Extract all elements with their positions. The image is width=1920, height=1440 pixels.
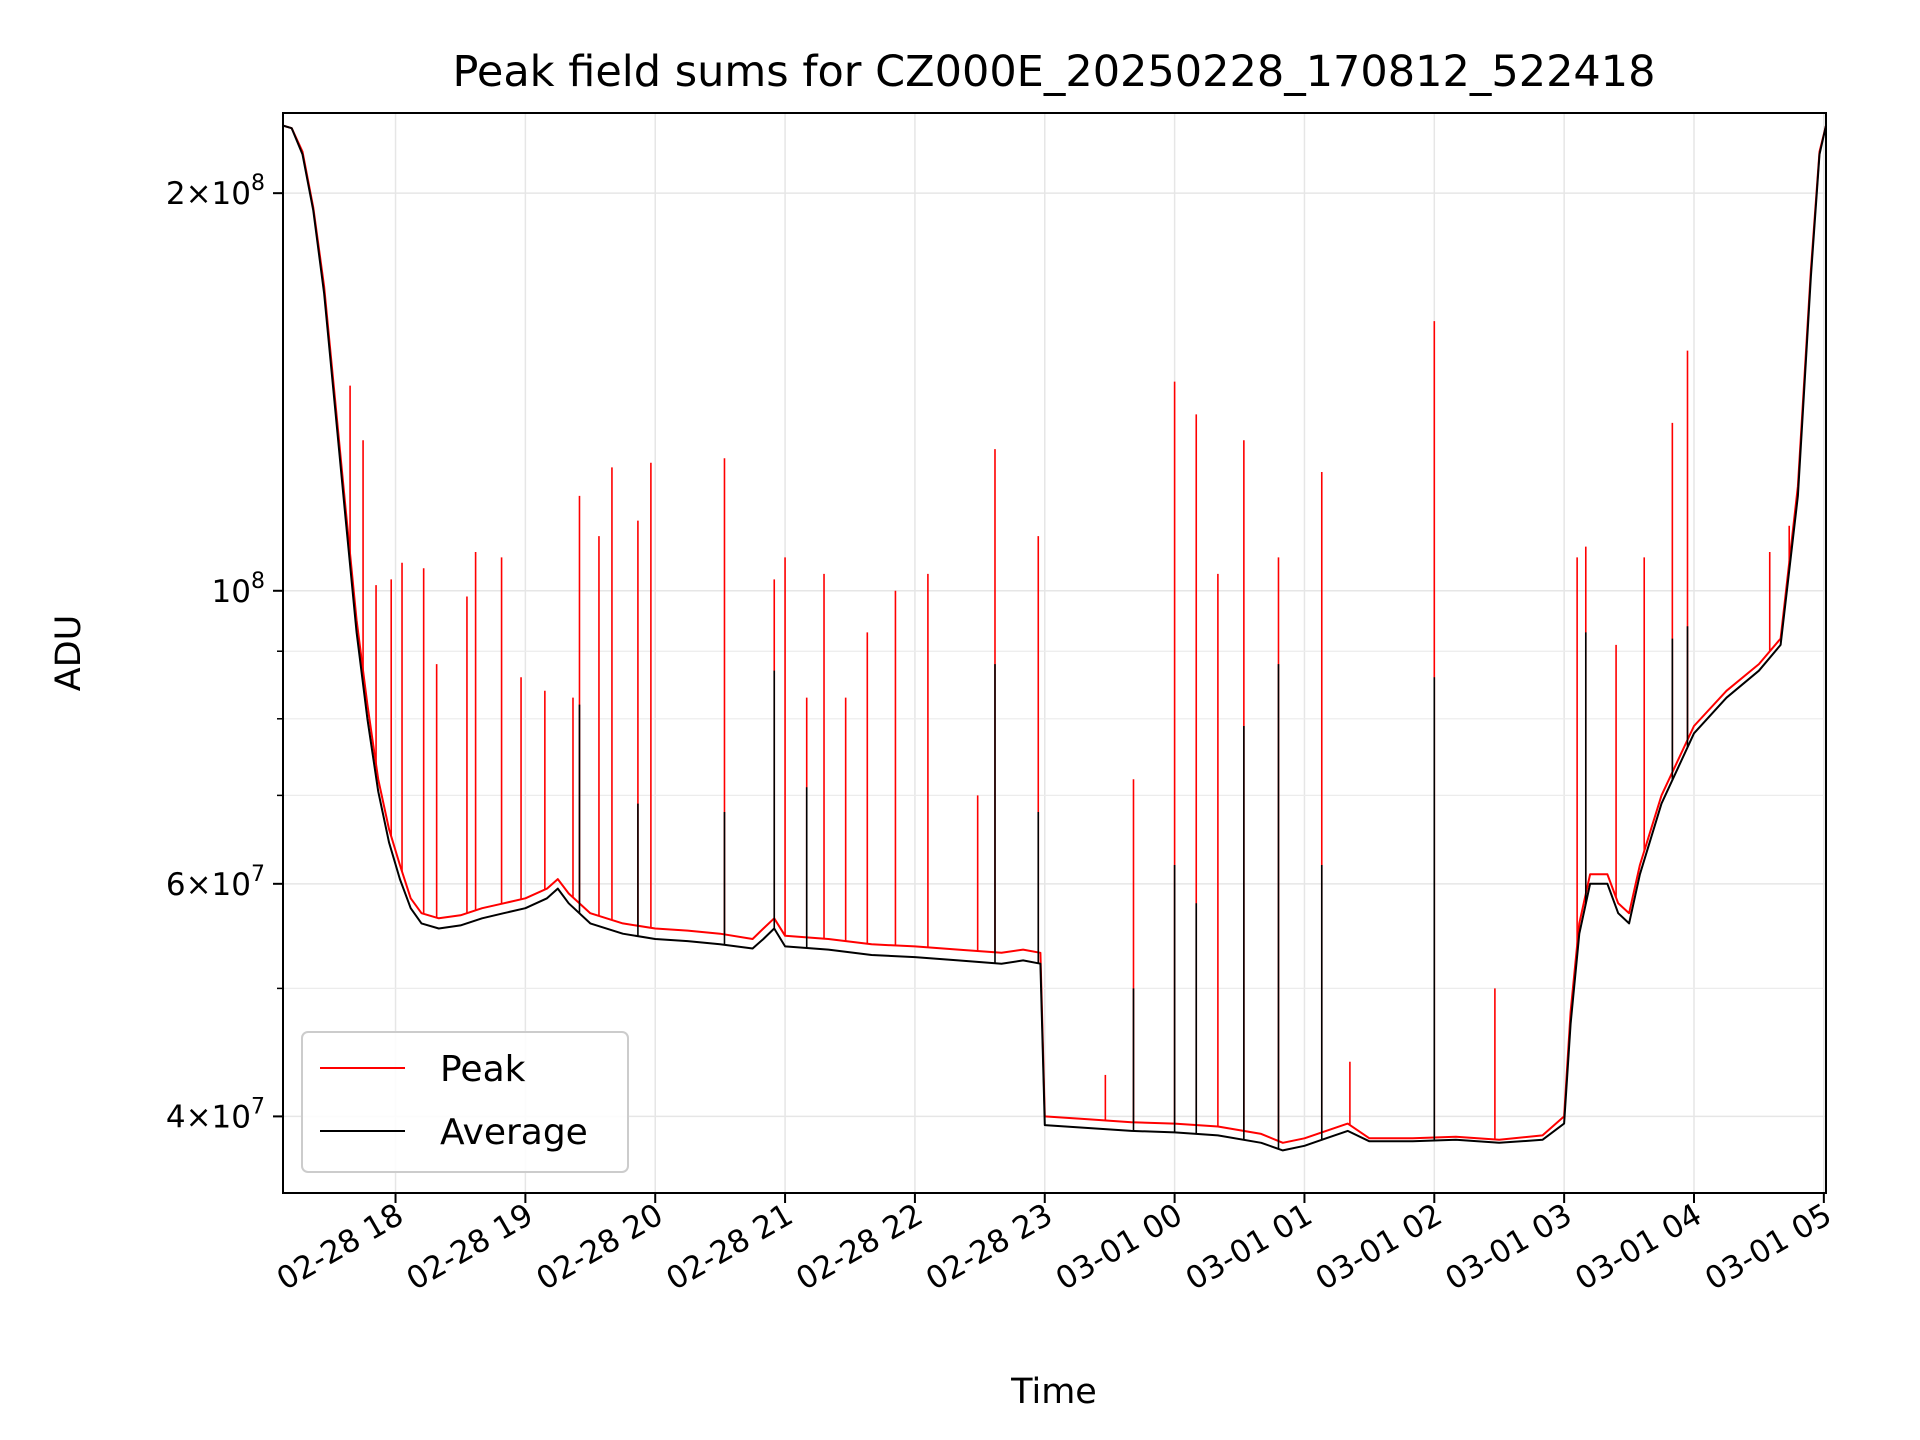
series-line-peak [283, 124, 1826, 1144]
plot-lines [283, 124, 1826, 1152]
x-axis-label: Time [1010, 1372, 1097, 1412]
legend-label-average: Average [440, 1112, 588, 1153]
y-tick-label: 108 [212, 569, 265, 610]
plot-frame [282, 112, 1827, 1194]
chart-title: Peak field sums for CZ000E_20250228_1708… [452, 47, 1655, 97]
y-tick-label: 4×107 [166, 1094, 265, 1135]
legend-label-peak: Peak [440, 1049, 526, 1090]
series-line-average [283, 124, 1826, 1152]
legend: Peak Average [301, 1031, 629, 1173]
y-axis-label: ADU [49, 615, 89, 692]
y-tick-label: 6×107 [166, 862, 265, 903]
y-tick-label: 2×108 [166, 171, 265, 212]
y-axis: 4×107 6×107 108 2×108 [166, 171, 283, 1135]
